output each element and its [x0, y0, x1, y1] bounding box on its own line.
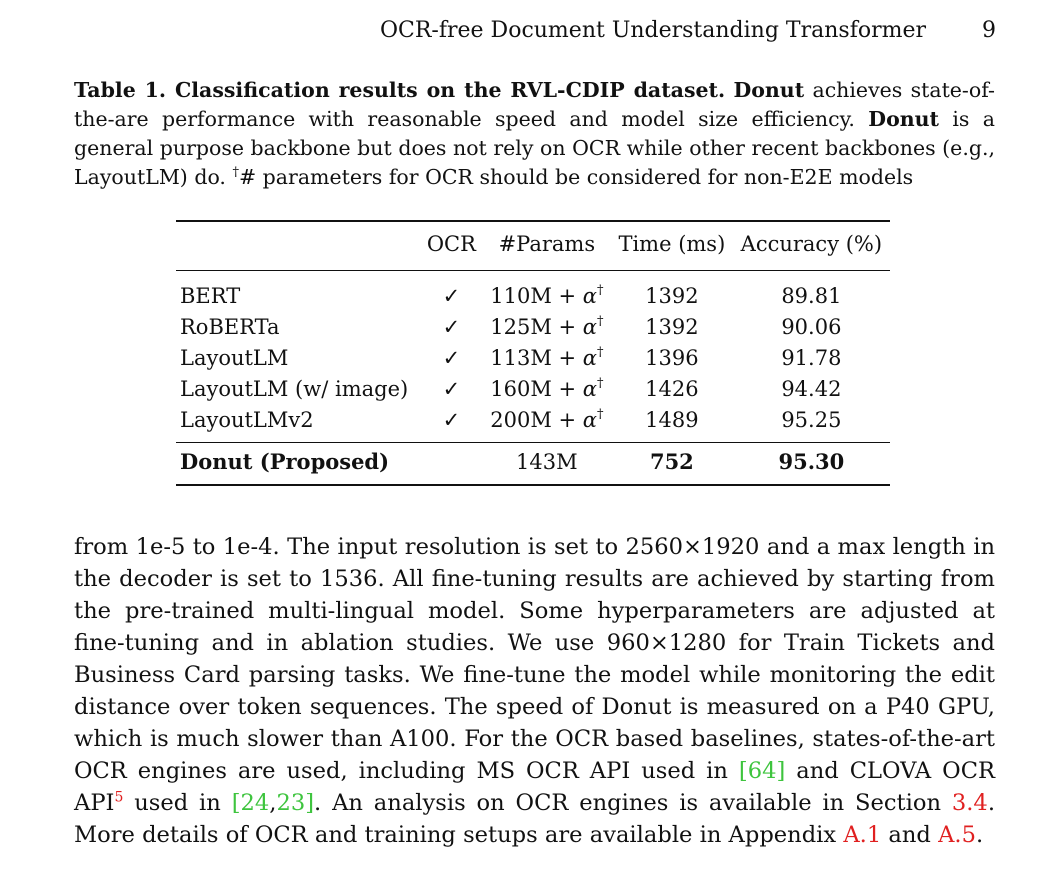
body-paragraph: from 1e-5 to 1e-4. The input resolution …	[74, 531, 995, 851]
citation-link-24[interactable]: 24	[240, 790, 270, 816]
caption-text-2: is a general purpose backbone but does n…	[74, 107, 995, 189]
citation-comma: ,	[269, 790, 277, 816]
params-text: 110M +	[490, 284, 583, 308]
running-title: OCR-free Document Understanding Transfor…	[380, 18, 926, 43]
table-row-proposed: Donut (Proposed) 143M 752 95.30	[176, 442, 890, 486]
params-text: 160M +	[490, 377, 583, 401]
table-row: BERT ✓ 110M + α† 1392 89.81	[176, 270, 890, 312]
model-name: RoBERTa	[180, 314, 280, 339]
results-table: OCR #Params Time (ms) Accuracy (%) BERT …	[176, 220, 890, 486]
body-text-1: from 1e-5 to 1e-4. The input resolution …	[74, 534, 995, 784]
caption-dagger: †	[232, 165, 239, 181]
params-text: 125M +	[490, 315, 583, 339]
time-value: 1396	[645, 345, 699, 370]
footnote-link-5[interactable]: 5	[114, 789, 124, 806]
citation-link-23[interactable]: 23	[276, 790, 306, 816]
header-ocr: OCR	[426, 232, 476, 256]
body-text-7: .	[975, 822, 984, 848]
citation-bracket: [	[738, 758, 748, 784]
ocr-check: ✓	[442, 283, 461, 308]
time-value: 1489	[645, 407, 699, 432]
params-text: 113M +	[490, 346, 583, 370]
header-accuracy: Accuracy (%)	[740, 232, 883, 256]
alpha-symbol: α	[582, 377, 597, 401]
params-value: 143M	[516, 449, 578, 474]
body-text-3: used in	[123, 790, 232, 816]
model-name: LayoutLMv2	[180, 407, 314, 432]
params-value: 113M + α†	[483, 342, 611, 373]
caption-text-3: # parameters for OCR should be considere…	[238, 165, 914, 189]
page-number: 9	[982, 18, 996, 43]
body-text-5: . More details of OCR and training setup…	[74, 790, 995, 848]
dagger-mark: †	[596, 407, 604, 422]
alpha-symbol: α	[582, 315, 597, 339]
table-row: LayoutLM ✓ 113M + α† 1396 91.78	[176, 342, 890, 373]
accuracy-value: 94.42	[781, 376, 842, 401]
model-name: BERT	[180, 283, 241, 308]
time-value: 1392	[645, 314, 699, 339]
body-text-2: and CLOVA OCR API	[74, 758, 995, 816]
alpha-symbol: α	[582, 284, 597, 308]
caption-name-1: Donut	[733, 78, 805, 102]
accuracy-value: 95.25	[781, 407, 842, 432]
accuracy-value: 90.06	[781, 314, 842, 339]
citation-bracket: ]	[305, 790, 315, 816]
appendix-link-a5[interactable]: A.5	[938, 822, 976, 848]
section-link-3-4[interactable]: 3.4	[951, 790, 988, 816]
body-text-6: and	[881, 822, 939, 848]
dagger-mark: †	[596, 345, 604, 360]
ocr-check	[420, 443, 483, 486]
dagger-mark: †	[596, 283, 604, 298]
ocr-check: ✓	[442, 345, 461, 370]
time-value: 752	[649, 449, 694, 474]
table-header-row: OCR #Params Time (ms) Accuracy (%)	[176, 221, 890, 271]
dagger-mark: †	[596, 376, 604, 391]
params-value: 200M + α†	[483, 404, 611, 443]
table-row: LayoutLM (w/ image) ✓ 160M + α† 1426 94.…	[176, 373, 890, 404]
header-time: Time (ms)	[618, 232, 726, 256]
model-name: LayoutLM (w/ image)	[180, 376, 409, 401]
model-name: LayoutLM	[180, 345, 289, 370]
params-value: 125M + α†	[483, 311, 611, 342]
table-row: LayoutLMv2 ✓ 200M + α† 1489 95.25	[176, 404, 890, 443]
alpha-symbol: α	[582, 408, 597, 432]
time-value: 1426	[645, 376, 699, 401]
body-text-4: . An analysis on OCR engines is availabl…	[314, 790, 952, 816]
time-value: 1392	[645, 283, 699, 308]
ocr-check: ✓	[442, 376, 461, 401]
params-text: 200M +	[490, 408, 583, 432]
accuracy-value: 91.78	[781, 345, 842, 370]
dagger-mark: †	[596, 314, 604, 329]
caption-name-2: Donut	[868, 107, 940, 131]
accuracy-value: 89.81	[781, 283, 842, 308]
citation-bracket: [	[231, 790, 241, 816]
accuracy-value: 95.30	[778, 449, 845, 474]
table-caption: Table 1. Classification results on the R…	[74, 76, 995, 192]
params-value: 160M + α†	[483, 373, 611, 404]
citation-link-64[interactable]: 64	[747, 758, 777, 784]
ocr-check: ✓	[442, 407, 461, 432]
params-value: 110M + α†	[483, 271, 611, 312]
model-name: Donut (Proposed)	[180, 449, 390, 474]
citation-bracket: ]	[776, 758, 786, 784]
caption-label: Table 1. Classification results on the R…	[74, 78, 726, 102]
table-row: RoBERTa ✓ 125M + α† 1392 90.06	[176, 311, 890, 342]
caption-text-1: achieves state-of-the-are performance wi…	[74, 78, 995, 131]
header-params: #Params	[498, 232, 596, 256]
ocr-check: ✓	[442, 314, 461, 339]
header-model	[176, 221, 420, 271]
appendix-link-a1[interactable]: A.1	[843, 822, 882, 848]
alpha-symbol: α	[582, 346, 597, 370]
running-header: OCR-free Document Understanding Transfor…	[380, 18, 996, 48]
